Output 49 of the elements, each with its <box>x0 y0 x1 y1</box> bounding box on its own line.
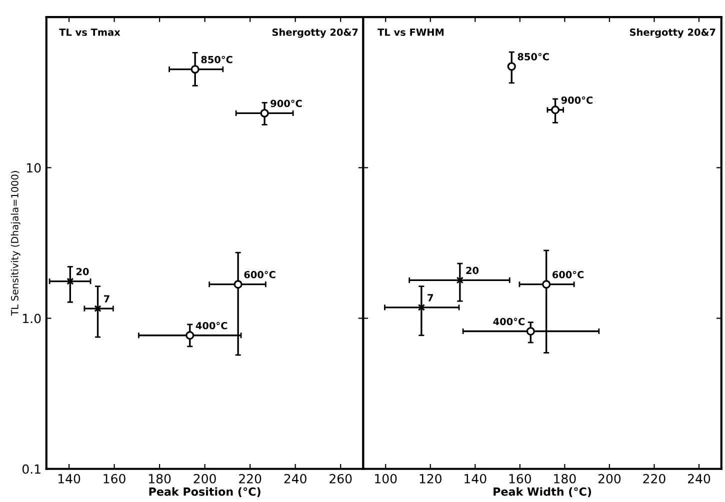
annotation: 900°C <box>561 96 593 104</box>
point <box>234 280 242 289</box>
x-tick-label: 220 <box>239 474 262 484</box>
point <box>190 64 200 74</box>
x-tick-label: 240 <box>688 474 710 484</box>
point <box>66 278 74 285</box>
x-tick-label: 180 <box>148 474 171 484</box>
x-axis-title: Peak Position (°C) <box>149 487 260 498</box>
point <box>526 326 535 336</box>
x-tick-label: 120 <box>420 474 442 484</box>
annotation: 600°C <box>552 270 584 278</box>
point <box>550 106 560 114</box>
point <box>418 304 426 312</box>
annotation: 850°C <box>518 52 549 60</box>
point <box>186 331 194 340</box>
x-tick-label: 160 <box>509 474 532 484</box>
x-tick-label: 200 <box>194 474 216 484</box>
annotation: 20 <box>466 266 479 274</box>
annotation: 7 <box>428 294 433 302</box>
point <box>542 280 551 289</box>
y-tick-label: 1.0 <box>23 314 41 324</box>
x-tick-label: 100 <box>375 474 397 484</box>
annotation: 600°C <box>244 270 276 278</box>
x-axis-title: Peak Width (°C) <box>494 487 592 498</box>
point <box>507 62 516 71</box>
text: Shergotty 20&7 <box>272 28 358 38</box>
text: Shergotty 20&7 <box>630 28 716 38</box>
x-tick-label: 200 <box>598 474 621 484</box>
x-tick-label: 140 <box>58 474 80 484</box>
x-tick-label: 180 <box>554 474 576 484</box>
y-tick-label: 0.1 <box>22 464 40 474</box>
annotation: 900°C <box>270 100 302 108</box>
annotation: 400°C <box>196 322 228 330</box>
annotation: 7 <box>104 295 110 302</box>
x-tick-label: 260 <box>330 474 352 484</box>
point <box>260 108 269 118</box>
annotation: 400°C <box>493 318 524 326</box>
point <box>456 276 464 284</box>
y-tick-label: 10 <box>27 163 41 173</box>
annotation: 850°C <box>201 56 232 64</box>
point <box>94 304 102 312</box>
y-axis-title: TL Sensitivity (Dhajala=1000) <box>10 171 20 316</box>
x-tick-label: 160 <box>104 474 126 484</box>
annotation: 20 <box>76 268 89 276</box>
x-tick-label: 220 <box>643 474 666 484</box>
x-tick-label: 240 <box>284 474 306 484</box>
text: TL vs FWHM <box>378 28 444 36</box>
x-tick-label: 140 <box>464 474 486 484</box>
text: TL vs Tmax <box>59 28 120 36</box>
